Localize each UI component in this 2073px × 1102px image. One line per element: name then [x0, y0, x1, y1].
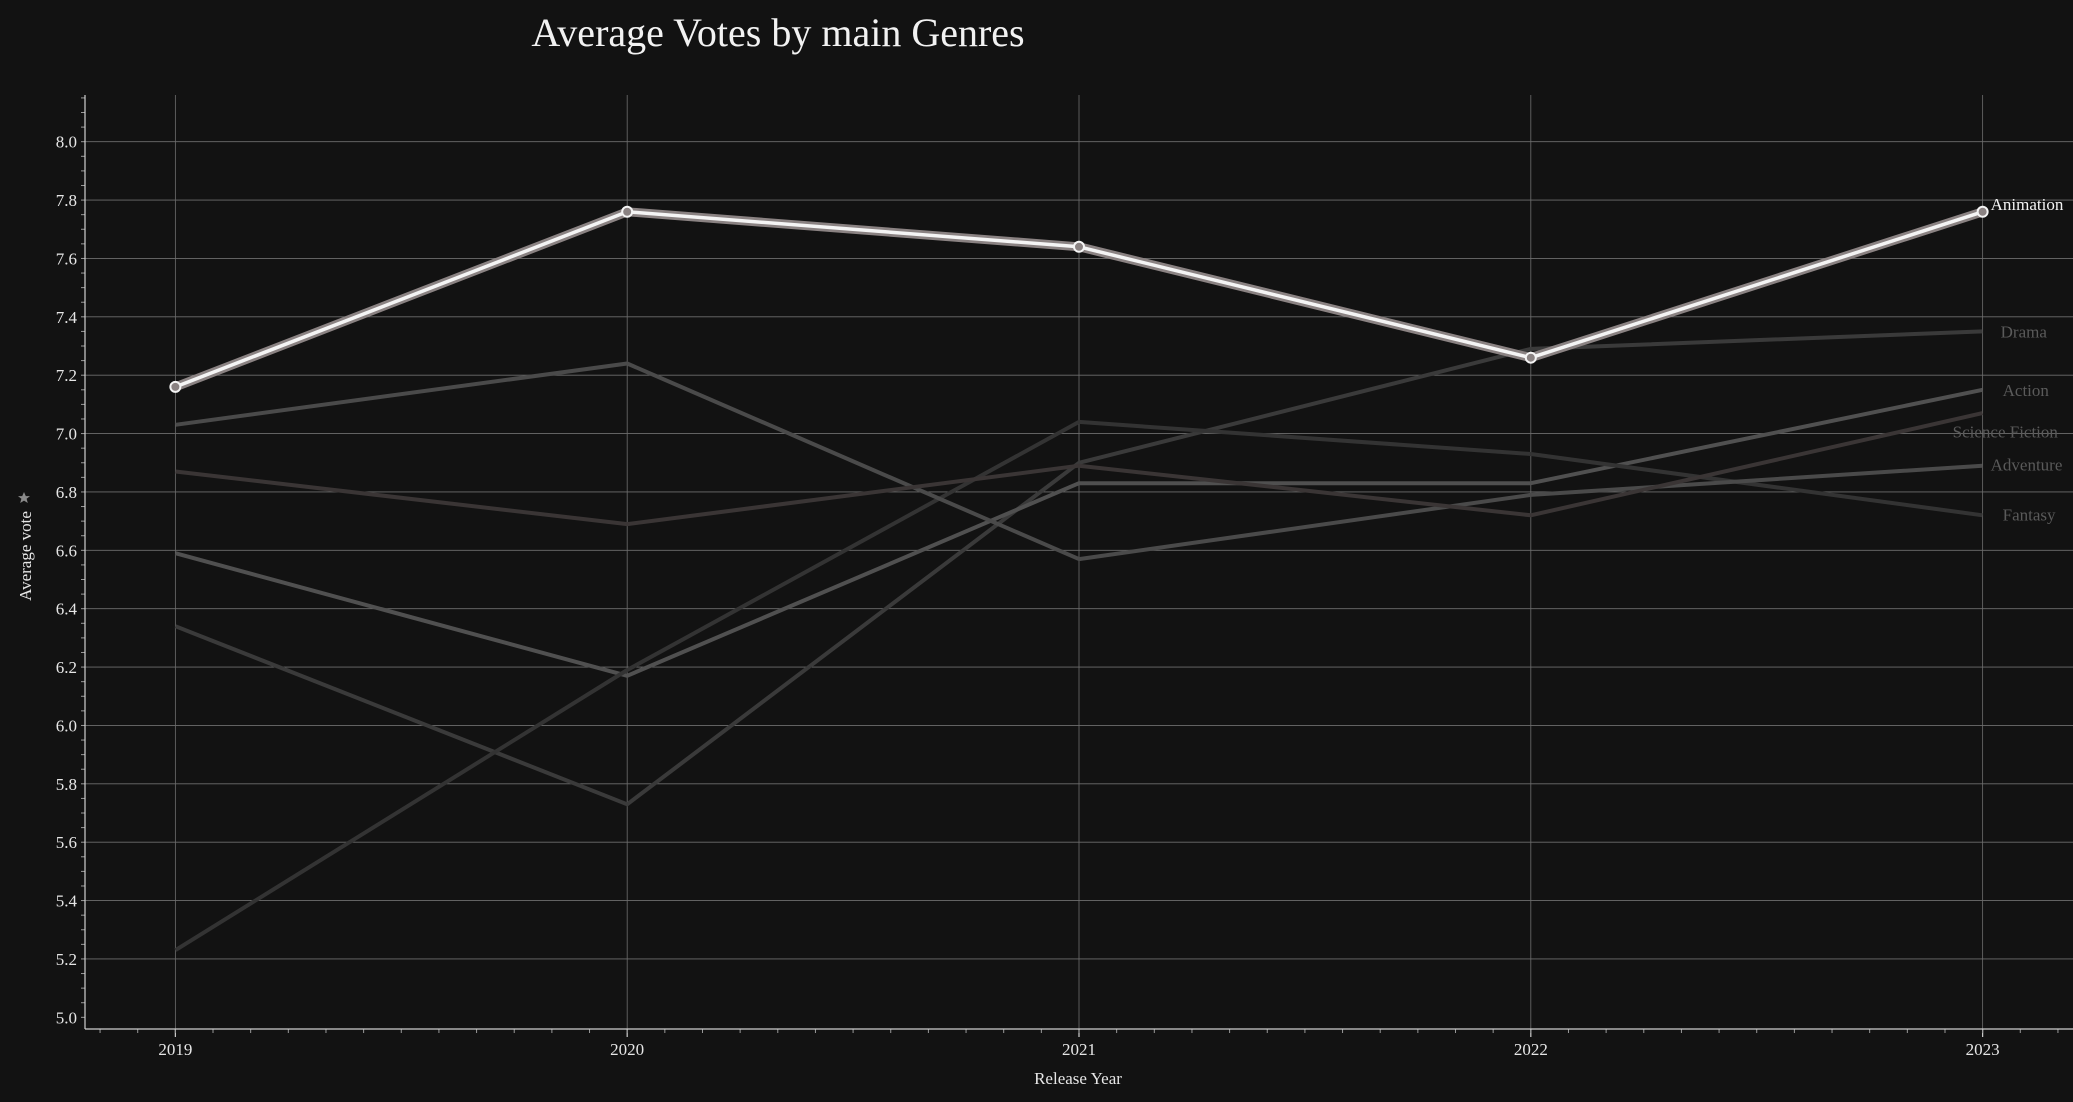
data-point[interactable] [169, 380, 182, 393]
axis-layer: 5.0 5.2 5.4 5.6 5.8 6.0 6.2 6.4 6.6 6.8 7.0 7.2 7.4 7… [56, 95, 2073, 1059]
series-label-fantasy: Fantasy [2003, 505, 2056, 524]
series-label-adventure: Adventure [1991, 456, 2063, 475]
data-point[interactable] [621, 205, 634, 218]
series-label-action: Action [2003, 381, 2050, 400]
series-adventure[interactable] [175, 361, 1983, 562]
series-science-fiction[interactable] [174, 419, 1983, 952]
y-tick-label: 6.0 [56, 716, 77, 735]
x-tick-label: 2023 [1966, 1040, 2000, 1059]
y-tick-label: 7.2 [56, 366, 77, 385]
y-tick-label: 5.2 [56, 950, 77, 969]
x-tick-label: 2021 [1062, 1040, 1096, 1059]
data-point[interactable] [1073, 240, 1085, 253]
data-point[interactable] [1524, 351, 1537, 364]
y-tick-label: 8.0 [56, 133, 77, 152]
series-fantasy[interactable] [175, 411, 1984, 527]
series-line[interactable] [174, 329, 1983, 807]
y-tick-label: 5.8 [56, 775, 77, 794]
series-label-layer: Animation Drama Action Science Fiction Adven… [1953, 195, 2064, 525]
series-line[interactable] [174, 419, 1983, 952]
series-label-animation: Animation [1991, 195, 2064, 214]
x-tick-label: 2019 [158, 1040, 192, 1059]
series-layer [169, 205, 1989, 952]
series-label-drama: Drama [2001, 322, 2048, 341]
y-tick-label: 7.0 [56, 425, 77, 444]
series-action[interactable] [174, 387, 1984, 678]
series-line[interactable] [174, 387, 1984, 678]
chart-title: Average Votes by main Genres [531, 10, 1024, 55]
series-line[interactable] [175, 411, 1984, 527]
grid-layer [85, 95, 2073, 1029]
series-label-science-fiction: Science Fiction [1953, 422, 2059, 441]
y-tick-label: 5.4 [56, 892, 78, 911]
y-tick-label: 5.6 [56, 833, 77, 852]
data-point[interactable] [1976, 205, 1989, 218]
y-tick-label: 6.8 [56, 483, 77, 502]
series-animation[interactable] [169, 205, 1989, 393]
series-line[interactable] [175, 361, 1983, 562]
series-drama[interactable] [174, 329, 1983, 807]
y-tick-label: 6.6 [56, 541, 77, 560]
y-tick-label: 6.4 [56, 600, 78, 619]
y-tick-label: 7.6 [56, 249, 77, 268]
x-tick-label: 2022 [1514, 1040, 1548, 1059]
y-tick-label: 7.4 [56, 308, 78, 327]
y-tick-label: 7.8 [56, 191, 77, 210]
x-axis-label: Release Year [1034, 1069, 1122, 1088]
x-tick-label: 2020 [610, 1040, 644, 1059]
y-tick-label: 5.0 [56, 1008, 77, 1027]
y-axis-label: Average vote [16, 511, 35, 601]
star-icon [18, 492, 30, 503]
y-tick-label: 6.2 [56, 658, 77, 677]
